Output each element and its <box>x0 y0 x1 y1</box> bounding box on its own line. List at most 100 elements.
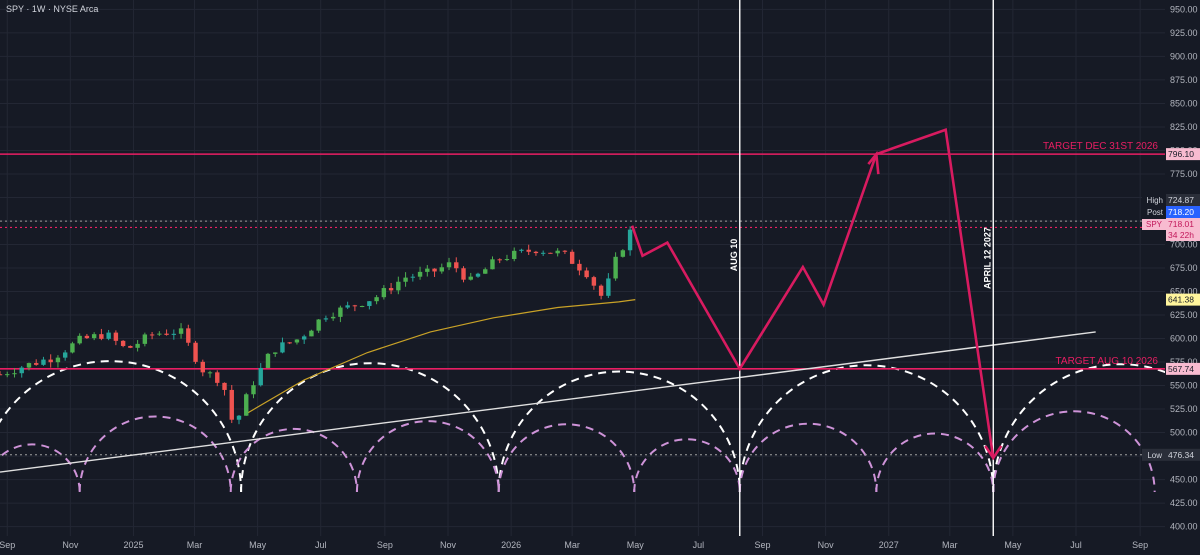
time-tick-label: Nov <box>62 540 79 550</box>
high-badge-bg <box>1166 194 1200 206</box>
candle-body <box>113 332 119 341</box>
candle-body <box>215 372 220 383</box>
violet-cycle-arc-6 <box>738 422 878 493</box>
candle-body <box>606 278 611 296</box>
candle-body <box>526 249 531 252</box>
candle-body <box>273 352 278 354</box>
time-tick-label: Nov <box>440 540 457 550</box>
vertical-markers: AUG 10 APRIL 12 2027 <box>729 0 994 536</box>
spy-countdown-badge: 34 22h <box>1168 230 1194 240</box>
candle-body <box>475 273 481 277</box>
time-tick-label: Jul <box>315 540 327 550</box>
price-axis[interactable]: 400.00425.00450.00475.00500.00525.00550.… <box>1170 4 1198 531</box>
price-tick-label: 500.00 <box>1170 428 1198 438</box>
candle-body <box>613 256 618 279</box>
candle-body <box>12 373 17 375</box>
ma-badge-bg <box>1166 293 1200 306</box>
white-cycle-arc-3 <box>738 364 995 493</box>
violet-cycle-arc-5 <box>633 438 741 493</box>
candle-body <box>193 342 198 362</box>
candle-body <box>490 259 495 270</box>
price-tick-label: 400.00 <box>1170 522 1198 532</box>
candle-body <box>309 330 314 337</box>
time-tick-label: Sep <box>0 540 15 550</box>
candle-body <box>483 269 488 274</box>
candle-body <box>106 332 111 339</box>
price-tick-label: 675.00 <box>1170 263 1198 273</box>
candle-body <box>294 339 300 343</box>
time-tick-label: 2027 <box>879 540 899 550</box>
candle-body <box>540 252 546 254</box>
price-tick-label: 700.00 <box>1170 239 1198 249</box>
candle-body <box>591 277 597 286</box>
candle-body <box>417 271 423 277</box>
candle-body <box>236 415 242 420</box>
candle-body <box>222 382 227 390</box>
time-tick-label: Jul <box>1070 540 1082 550</box>
candle-body <box>367 301 372 307</box>
candle-body <box>142 334 148 344</box>
time-tick-label: Mar <box>942 540 958 550</box>
candle-body <box>403 277 408 282</box>
candle-body <box>149 334 155 336</box>
time-tick-label: Mar <box>187 540 203 550</box>
candle-body <box>157 333 162 335</box>
target-dec-label: TARGET DEC 31ST 2026 <box>1043 141 1158 152</box>
low-label: Low <box>1147 451 1162 460</box>
violet-cycle-arc-1 <box>78 415 232 493</box>
candle-body <box>512 250 517 260</box>
candle-body <box>330 316 336 319</box>
candle-body <box>251 385 256 395</box>
candle-body <box>265 353 271 368</box>
low-badge-bg <box>1166 448 1200 461</box>
time-tick-label: 2025 <box>123 540 143 550</box>
violet-cycle-arc-4 <box>497 423 636 493</box>
candle-body <box>48 359 53 363</box>
violet-cycle-arc-3 <box>355 420 500 493</box>
candle-body <box>468 276 473 280</box>
spy-countdown-badge-bg <box>1166 229 1200 241</box>
post-label-bg <box>1142 207 1166 218</box>
candle-body <box>186 328 191 343</box>
target-dec-badge-bg <box>1166 148 1200 161</box>
time-tick-label: May <box>1004 540 1022 550</box>
candle-body <box>410 276 416 278</box>
candle-body <box>91 334 97 339</box>
candle-body <box>446 262 452 268</box>
target-aug-label: TARGET AUG 10 2026 <box>1056 356 1159 367</box>
price-tick-label: 775.00 <box>1170 169 1198 179</box>
candle-body <box>120 340 126 346</box>
candle-body <box>548 252 553 254</box>
candle-body <box>301 336 307 340</box>
time-tick-label: 2026 <box>501 540 521 550</box>
candle-body <box>497 259 502 261</box>
candle-body <box>171 333 177 335</box>
spy-label-bg <box>1142 219 1166 230</box>
moving-average-line <box>245 299 636 415</box>
candle-body <box>0 374 3 376</box>
price-tick-label: 600.00 <box>1170 334 1198 344</box>
moving-average-group <box>245 299 636 415</box>
time-tick-label: Mar <box>564 540 580 550</box>
candle-body <box>555 250 560 254</box>
price-tick-label: 875.00 <box>1170 75 1198 85</box>
horizontal-levels <box>0 153 1165 456</box>
candle-body <box>562 250 568 252</box>
white-cycle-arc-1 <box>240 362 500 493</box>
candle-body <box>388 288 394 291</box>
price-tick-label: 550.00 <box>1170 381 1198 391</box>
high-label-bg <box>1142 195 1166 206</box>
violet-cycle-arc-2 <box>229 428 358 493</box>
time-axis[interactable]: Sep Nov 2025 Mar May Jul Sep Nov 2026 Mar May Jul Se… <box>0 540 1148 550</box>
candle-body <box>99 334 104 339</box>
candle-body <box>244 394 249 416</box>
candle-body <box>533 251 539 254</box>
candle-body <box>627 229 633 251</box>
candle-body <box>454 262 459 269</box>
candle-body <box>207 372 213 374</box>
white-cycle-arc-4 <box>992 363 1200 493</box>
price-tick-label: 650.00 <box>1170 287 1198 297</box>
time-tick-label: Jul <box>693 540 705 550</box>
